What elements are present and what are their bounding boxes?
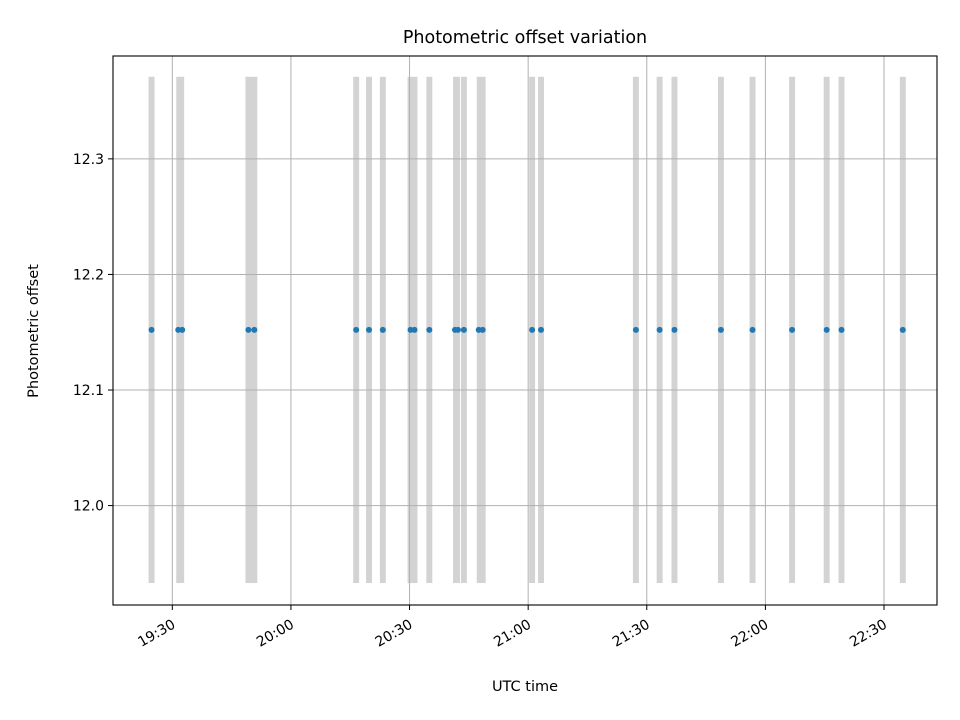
data-point-7	[379, 326, 386, 333]
data-point-22	[749, 326, 756, 333]
data-point-9	[411, 326, 418, 333]
x-axis-label: UTC time	[492, 679, 558, 695]
data-point-10	[426, 326, 433, 333]
data-point-5	[353, 326, 360, 333]
y-tick-label-3: 12.3	[73, 152, 104, 168]
data-point-19	[656, 326, 663, 333]
y-tick-label-0: 12.0	[73, 499, 104, 515]
data-point-6	[366, 326, 373, 333]
data-point-25	[838, 326, 845, 333]
data-point-17	[538, 326, 545, 333]
chart-title: Photometric offset variation	[403, 28, 647, 48]
data-point-24	[823, 326, 830, 333]
data-point-0	[148, 326, 155, 333]
data-point-21	[717, 326, 724, 333]
data-point-15	[479, 326, 486, 333]
data-point-4	[251, 326, 258, 333]
data-point-13	[460, 326, 467, 333]
y-tick-label-2: 12.2	[73, 267, 104, 283]
plot-frame	[112, 55, 938, 606]
data-point-3	[245, 326, 252, 333]
data-point-20	[671, 326, 678, 333]
data-point-26	[899, 326, 906, 333]
y-axis-label: Photometric offset	[26, 264, 42, 398]
data-point-12	[454, 326, 461, 333]
data-point-23	[789, 326, 796, 333]
data-point-16	[529, 326, 536, 333]
data-point-18	[632, 326, 639, 333]
data-point-2	[179, 326, 186, 333]
y-tick-label-1: 12.1	[73, 383, 104, 399]
points-layer	[148, 326, 906, 333]
